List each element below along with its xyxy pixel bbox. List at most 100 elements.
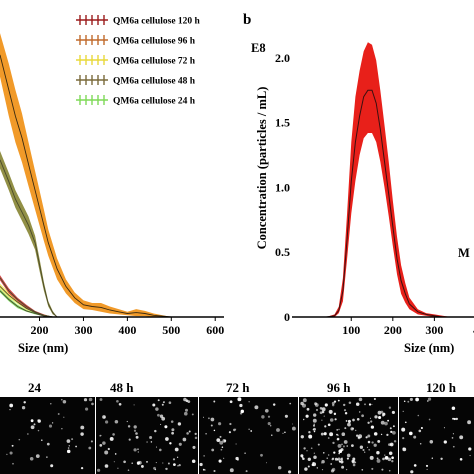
particle-dot: [302, 418, 305, 421]
particle-dot: [343, 409, 347, 412]
particle-dot: [102, 415, 106, 419]
particle-dot: [33, 423, 36, 426]
particle-dot: [326, 457, 328, 459]
particle-dot: [192, 445, 196, 449]
particle-dot: [402, 447, 405, 450]
particle-dot: [345, 420, 348, 422]
particle-dot: [160, 423, 162, 425]
panel-b-x-tick-label: 100: [342, 323, 360, 337]
panel-b-y-tick-label: 2.0: [275, 51, 290, 65]
particle-dot: [417, 414, 420, 417]
particle-dot: [426, 468, 428, 470]
particle-dot: [177, 464, 179, 467]
particle-dot: [133, 429, 137, 432]
legend-label: QM6a cellulose 72 h: [113, 57, 196, 67]
particle-dot: [382, 412, 386, 416]
particle-dot: [104, 420, 109, 424]
particle-dot: [380, 433, 383, 436]
particle-dot: [429, 440, 434, 444]
particle-dot: [133, 448, 137, 452]
particle-dot: [182, 437, 187, 442]
particle-dot: [164, 425, 168, 429]
particle-dot: [374, 415, 378, 419]
particle-dot: [452, 433, 454, 435]
particle-dot: [104, 464, 109, 468]
panel-b-y-tick-label: 0.5: [275, 245, 290, 259]
particle-dot: [155, 446, 158, 448]
particle-dot: [312, 428, 315, 431]
particle-dot: [12, 462, 14, 465]
particle-dot: [451, 406, 456, 411]
particle-dot: [104, 450, 109, 455]
particle-dot: [344, 427, 347, 430]
particle-dot: [109, 436, 114, 441]
particle-dot: [313, 452, 315, 454]
panel-b-line: [318, 89, 451, 318]
particle-dot: [171, 431, 174, 435]
particle-dot: [289, 402, 292, 405]
particle-dot: [376, 457, 379, 460]
particle-dot: [178, 442, 182, 446]
particle-dot: [459, 458, 463, 461]
particle-dot: [245, 470, 248, 473]
particle-dot: [174, 447, 179, 452]
particle-dot: [315, 408, 319, 412]
panel-a-chart: 200 300 400 500 600 Size (nm) QM6a cellulose…: [0, 15, 224, 355]
particle-dot: [46, 442, 50, 446]
legend-item: QM6a cellulose 24 h: [76, 95, 196, 107]
particle-dot: [362, 448, 365, 452]
particle-dot: [146, 441, 148, 443]
timepoint-label: 48 h: [110, 380, 134, 395]
micrograph-image: [0, 397, 95, 474]
particle-dot: [386, 433, 389, 437]
particle-dot: [323, 452, 325, 454]
particle-dot: [173, 463, 176, 466]
particle-dot: [459, 435, 464, 440]
particle-dot: [328, 454, 330, 456]
particle-dot: [133, 425, 137, 429]
particle-dot: [126, 420, 128, 423]
particle-dot: [377, 410, 382, 415]
particle-dot: [85, 407, 89, 411]
timepoint-label: 120 h: [426, 380, 457, 395]
particle-dot: [303, 447, 306, 450]
particle-dot: [368, 448, 371, 451]
timepoint-image-strip: 24 48 h 72 h 96 h 120 h: [0, 380, 474, 474]
particle-dot: [338, 452, 341, 455]
particle-dot: [389, 427, 392, 430]
particle-dot: [334, 457, 338, 461]
particle-dot: [66, 439, 71, 443]
particle-dot: [150, 441, 153, 443]
particle-dot: [202, 416, 205, 418]
panel-a-x-tick-label: 200: [31, 323, 49, 337]
legend-item: QM6a cellulose 96 h: [76, 35, 196, 47]
particle-dot: [348, 401, 352, 405]
particle-dot: [135, 432, 138, 435]
particle-dot: [168, 401, 172, 405]
particle-dot: [358, 411, 361, 413]
particle-dot: [186, 432, 189, 435]
particle-dot: [102, 441, 106, 445]
particle-dot: [313, 455, 317, 459]
particle-dot: [229, 468, 234, 473]
particle-dot: [373, 397, 376, 401]
particle-dot: [137, 448, 139, 450]
particle-dot: [387, 457, 392, 462]
particle-dot: [272, 403, 276, 406]
particle-dot: [216, 438, 221, 442]
particle-dot: [347, 422, 351, 427]
panel-b-mean-line: [318, 89, 451, 318]
particle-dot: [350, 427, 354, 431]
particle-dot: [203, 455, 205, 457]
particle-dot: [380, 420, 385, 425]
particle-dot: [331, 401, 335, 405]
particle-dot: [37, 419, 40, 422]
particle-dot: [37, 429, 40, 432]
particle-dot: [333, 400, 337, 403]
particle-dot: [344, 412, 348, 415]
particle-dot: [361, 468, 364, 471]
particle-dot: [319, 407, 323, 410]
particle-dot: [80, 466, 84, 470]
particle-dot: [9, 451, 13, 455]
particle-dot: [369, 417, 371, 419]
